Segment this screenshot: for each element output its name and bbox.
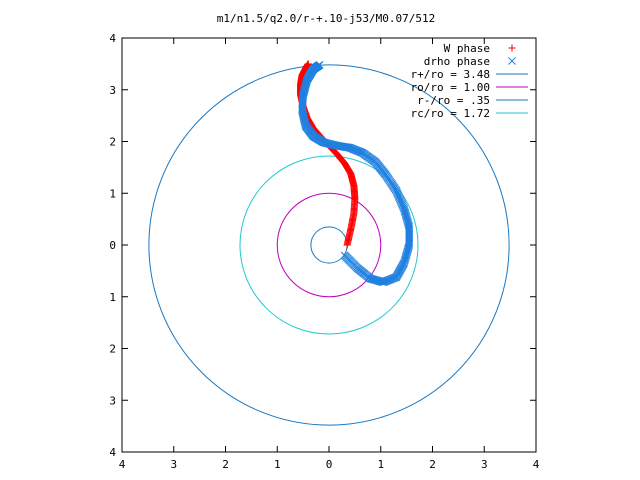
x-tick-label: 4: [533, 458, 540, 471]
x-tick-labels: 4 3 2 1 0 1 2 3 4: [119, 458, 540, 471]
data-point: [399, 202, 407, 211]
data-point: [400, 207, 409, 216]
data-point: [402, 211, 410, 220]
y-tick-label: 3: [109, 394, 116, 407]
data-point: [404, 220, 413, 229]
x-tick-label: 3: [170, 458, 177, 471]
x-tick-label: 2: [429, 458, 436, 471]
data-point: [395, 194, 404, 203]
data-point: [405, 223, 414, 231]
y-tick-labels: 4 3 2 1 0 1 2 3 4: [109, 32, 116, 459]
y-tick-label: 2: [109, 343, 116, 356]
data-point: [403, 217, 412, 226]
data-point: [392, 188, 401, 196]
data-point: [395, 193, 403, 201]
radius-circles: [148, 64, 510, 426]
y-tick-label: 4: [109, 446, 116, 459]
y-tick-label: 2: [109, 136, 116, 149]
data-point: [403, 216, 412, 225]
data-point: [396, 197, 405, 205]
data-point: [394, 191, 403, 200]
legend-label: drho phase: [424, 55, 490, 68]
legend-label: W phase: [444, 42, 490, 55]
data-point: [400, 206, 409, 214]
x-tick-label: 1: [377, 458, 384, 471]
legend-label: rc/ro = 1.72: [411, 107, 490, 120]
x-tick-label: 2: [222, 458, 229, 471]
y-tick-label: 1: [109, 291, 116, 304]
x-tick-label: 4: [119, 458, 126, 471]
data-point: [402, 213, 411, 222]
data-point: [394, 190, 402, 199]
series-drho-phase: [298, 61, 414, 287]
legend-marker: [508, 57, 516, 65]
data-point: [397, 198, 406, 207]
legend-label: ro/ro = 1.00: [411, 81, 490, 94]
data-point: [402, 212, 411, 221]
y-tick-label: 0: [109, 239, 116, 252]
chart-title: m1/n1.5/q2.0/r-+.10-j53/M0.07/512: [217, 12, 436, 25]
data-point: [401, 208, 409, 217]
data-point: [396, 195, 405, 204]
axis-ticks: [121, 37, 537, 453]
data-point: [404, 221, 413, 230]
data-point: [404, 219, 412, 227]
y-tick-label: 3: [109, 84, 116, 97]
legend-label: r+/ro = 3.48: [411, 68, 490, 81]
x-tick-label: 0: [326, 458, 333, 471]
radius-circle: [239, 155, 419, 335]
data-point: [399, 203, 408, 212]
data-point: [403, 215, 411, 223]
radius-circle: [276, 192, 382, 298]
x-tick-label: 1: [274, 458, 281, 471]
data-point: [397, 199, 406, 208]
data-point: [401, 210, 410, 218]
data-point: [400, 204, 408, 213]
legend-label: r-/ro = .35: [417, 94, 490, 107]
data-point: [315, 61, 324, 69]
data-point: [393, 189, 402, 198]
radius-circle: [148, 64, 510, 426]
x-tick-label: 3: [481, 458, 488, 471]
data-point: [398, 201, 407, 209]
phase-markers: [297, 60, 414, 287]
y-tick-label: 4: [109, 32, 116, 45]
y-tick-label: 1: [109, 187, 116, 200]
